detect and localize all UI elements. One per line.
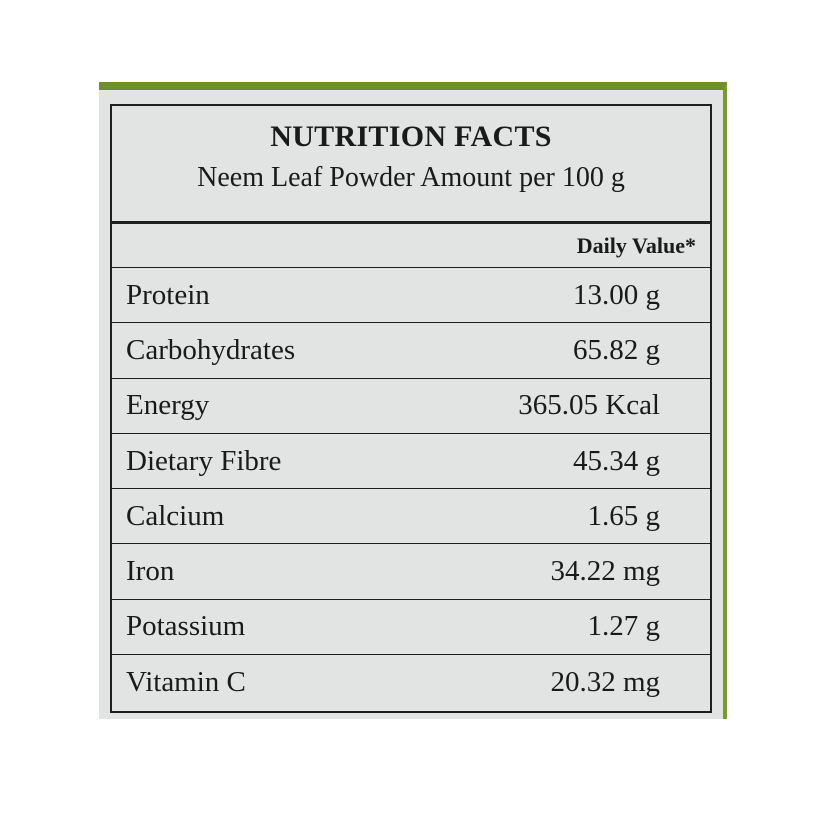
nutrient-value: 20.32 mg [550,666,660,699]
nutrient-name: Potassium [126,610,246,643]
nutrient-value: 1.27 g [587,610,661,643]
nutrient-row: Carbohydrates 65.82 g [112,323,710,379]
nutrient-name: Carbohydrates [126,333,296,366]
nutrient-name: Dietary Fibre [126,444,282,477]
nutrient-value: 34.22 mg [550,555,660,588]
nutrient-row: Iron 34.22 mg [112,544,710,600]
nutrient-name: Vitamin C [126,666,246,699]
nutrient-value: 13.00 g [573,278,660,311]
label-title: NUTRITION FACTS [270,120,552,153]
nutrition-label-panel: NUTRITION FACTS Neem Leaf Powder Amount … [99,82,727,719]
nutrient-name: Energy [126,389,210,422]
nutrient-name: Iron [126,555,175,588]
nutrient-row: Potassium 1.27 g [112,600,710,656]
daily-value-header: Daily Value* [112,224,710,268]
nutrition-facts-table: NUTRITION FACTS Neem Leaf Powder Amount … [110,104,712,713]
nutrient-name: Calcium [126,499,225,532]
nutrient-row: Dietary Fibre 45.34 g [112,434,710,490]
label-subtitle: Neem Leaf Powder Amount per 100 g [197,162,625,193]
nutrient-name: Protein [126,278,210,311]
nutrient-value: 365.05 Kcal [518,389,660,422]
nutrient-value: 45.34 g [573,444,660,477]
nutrient-row: Vitamin C 20.32 mg [112,655,710,710]
label-header: NUTRITION FACTS Neem Leaf Powder Amount … [112,106,710,224]
nutrient-value: 1.65 g [587,499,661,532]
nutrient-value: 65.82 g [573,333,660,366]
nutrient-row: Calcium 1.65 g [112,489,710,545]
nutrient-row: Protein 13.00 g [112,268,710,324]
nutrient-row: Energy 365.05 Kcal [112,379,710,434]
